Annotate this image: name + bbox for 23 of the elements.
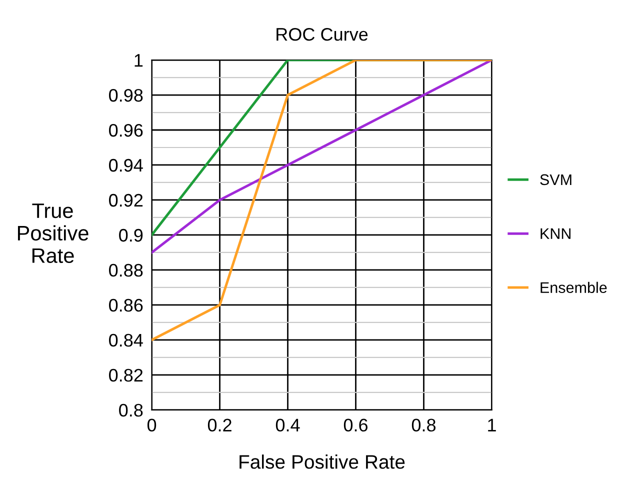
y-tick-label: 0.88 bbox=[109, 264, 143, 277]
x-tick-label: 0.6 bbox=[344, 418, 368, 432]
x-tick-label: 0.8 bbox=[412, 418, 436, 432]
x-tick-label: 1 bbox=[488, 418, 496, 432]
x-tick-label: 0 bbox=[147, 418, 156, 432]
chart-title: ROC Curve bbox=[276, 28, 368, 41]
y-axis-title: True Positive Rate bbox=[18, 204, 88, 264]
y-tick-label: 1 bbox=[134, 54, 143, 67]
legend-label: Ensemble bbox=[540, 282, 607, 294]
legend-label: KNN bbox=[540, 228, 570, 239]
x-tick-label: 0.4 bbox=[276, 418, 300, 432]
x-axis-title: False Positive Rate bbox=[240, 454, 405, 469]
y-tick-label: 0.8 bbox=[119, 404, 143, 417]
y-tick-label: 0.82 bbox=[109, 368, 143, 382]
y-tick-label: 0.86 bbox=[109, 298, 143, 312]
y-tick-label: 0.9 bbox=[119, 228, 143, 242]
y-tick-label: 0.94 bbox=[109, 158, 143, 172]
x-tick-label: 0.2 bbox=[208, 418, 232, 432]
y-tick-label: 0.98 bbox=[109, 88, 143, 102]
y-tick-label: 0.92 bbox=[109, 194, 143, 207]
y-tick-label: 0.96 bbox=[109, 124, 143, 137]
legend-label: SVM bbox=[540, 174, 572, 186]
y-tick-label: 0.84 bbox=[109, 334, 143, 347]
